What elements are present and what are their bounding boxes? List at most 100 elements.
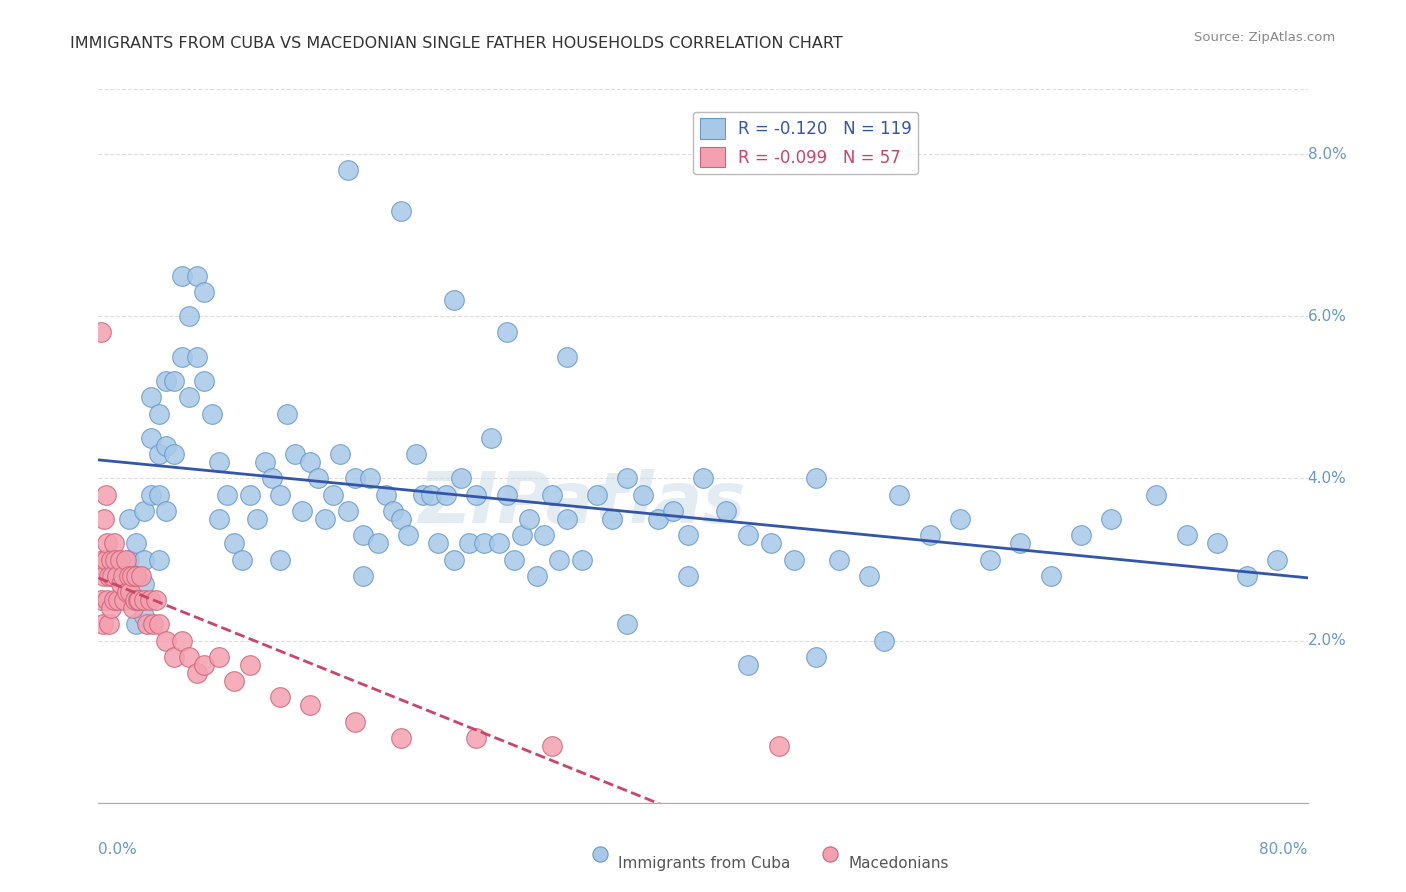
Point — [806, 471, 828, 485]
Point — [737, 657, 759, 672]
Point — [170, 350, 193, 364]
Point — [90, 593, 112, 607]
Point — [616, 617, 638, 632]
Text: ZIPatlas: ZIPatlas — [419, 468, 745, 538]
Point — [336, 163, 359, 178]
Point — [90, 326, 112, 340]
Point — [344, 714, 367, 729]
Point — [121, 568, 143, 582]
Point — [215, 488, 238, 502]
Point — [93, 512, 115, 526]
Point — [571, 552, 593, 566]
Point — [481, 431, 503, 445]
Text: Macedonians: Macedonians — [848, 856, 949, 871]
Point — [1206, 536, 1229, 550]
Point — [374, 488, 396, 502]
Point — [208, 512, 231, 526]
Point — [132, 593, 155, 607]
Point — [737, 528, 759, 542]
Point — [472, 536, 495, 550]
Point — [1236, 568, 1258, 582]
Text: 6.0%: 6.0% — [1308, 309, 1347, 324]
Point — [457, 536, 479, 550]
Point — [889, 488, 911, 502]
Point — [132, 609, 155, 624]
Point — [141, 488, 163, 502]
Point — [714, 504, 737, 518]
Point — [495, 488, 517, 502]
Point — [759, 536, 782, 550]
Point — [329, 447, 352, 461]
Point — [129, 568, 152, 582]
Point — [124, 593, 146, 607]
Point — [193, 285, 215, 299]
Point — [148, 617, 170, 632]
Point — [307, 471, 329, 485]
Point — [1099, 512, 1122, 526]
Point — [647, 512, 669, 526]
Point — [284, 447, 307, 461]
Legend: R = -0.120   N = 119, R = -0.099   N = 57: R = -0.120 N = 119, R = -0.099 N = 57 — [693, 112, 918, 174]
Point — [382, 504, 405, 518]
Point — [322, 488, 344, 502]
Text: 0.0%: 0.0% — [98, 842, 138, 857]
Point — [586, 488, 609, 502]
Point — [434, 488, 457, 502]
Point — [548, 552, 571, 566]
Point — [405, 447, 427, 461]
Text: 8.0%: 8.0% — [1308, 146, 1347, 161]
Point — [208, 455, 231, 469]
Point — [170, 268, 193, 283]
Point — [495, 326, 517, 340]
Point — [488, 536, 510, 550]
Point — [412, 488, 434, 502]
Point — [783, 552, 806, 566]
Point — [94, 488, 117, 502]
Point — [148, 552, 170, 566]
Point — [352, 528, 374, 542]
Point — [269, 488, 291, 502]
Point — [1039, 568, 1062, 582]
Point — [103, 593, 125, 607]
Point — [118, 552, 141, 566]
Point — [828, 552, 851, 566]
Point — [299, 698, 322, 713]
Point — [503, 552, 526, 566]
Point — [526, 568, 548, 582]
Point — [98, 568, 121, 582]
Point — [873, 633, 896, 648]
Point — [1010, 536, 1032, 550]
Text: Immigrants from Cuba: Immigrants from Cuba — [619, 856, 790, 871]
Point — [122, 601, 145, 615]
Point — [443, 293, 465, 307]
Point — [661, 504, 683, 518]
Point — [127, 593, 149, 607]
Point — [103, 536, 125, 550]
Point — [101, 568, 124, 582]
Point — [100, 601, 122, 615]
Point — [201, 407, 224, 421]
Point — [163, 447, 186, 461]
Point — [768, 739, 790, 753]
Point — [120, 585, 142, 599]
Point — [91, 617, 114, 632]
Point — [389, 203, 412, 218]
Point — [93, 568, 115, 582]
Point — [186, 666, 208, 681]
Point — [269, 690, 291, 705]
Point — [139, 593, 162, 607]
Point — [239, 657, 262, 672]
Point — [443, 552, 465, 566]
Text: Source: ZipAtlas.com: Source: ZipAtlas.com — [1195, 31, 1336, 45]
Point — [465, 731, 488, 745]
Point — [193, 374, 215, 388]
Point — [555, 512, 578, 526]
Point — [104, 552, 127, 566]
Point — [224, 674, 246, 689]
Point — [105, 568, 128, 582]
Point — [125, 536, 148, 550]
Point — [276, 407, 298, 421]
Point — [132, 577, 155, 591]
Point — [344, 471, 367, 485]
Point — [450, 471, 472, 485]
